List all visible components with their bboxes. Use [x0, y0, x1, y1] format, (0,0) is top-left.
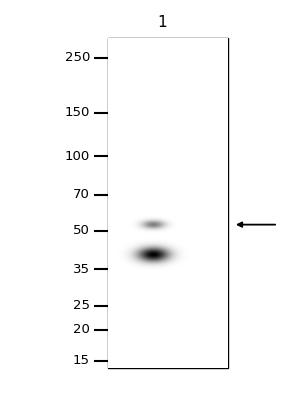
Text: 150: 150: [65, 106, 90, 119]
Text: 35: 35: [73, 263, 90, 276]
Bar: [108, 38, 228, 368]
Text: 70: 70: [73, 188, 90, 201]
Text: 100: 100: [65, 150, 90, 163]
Text: 250: 250: [65, 51, 90, 64]
Text: 20: 20: [73, 323, 90, 336]
Text: 1: 1: [157, 15, 167, 30]
Text: 15: 15: [73, 354, 90, 367]
Text: 25: 25: [73, 299, 90, 312]
Text: 50: 50: [73, 224, 90, 237]
